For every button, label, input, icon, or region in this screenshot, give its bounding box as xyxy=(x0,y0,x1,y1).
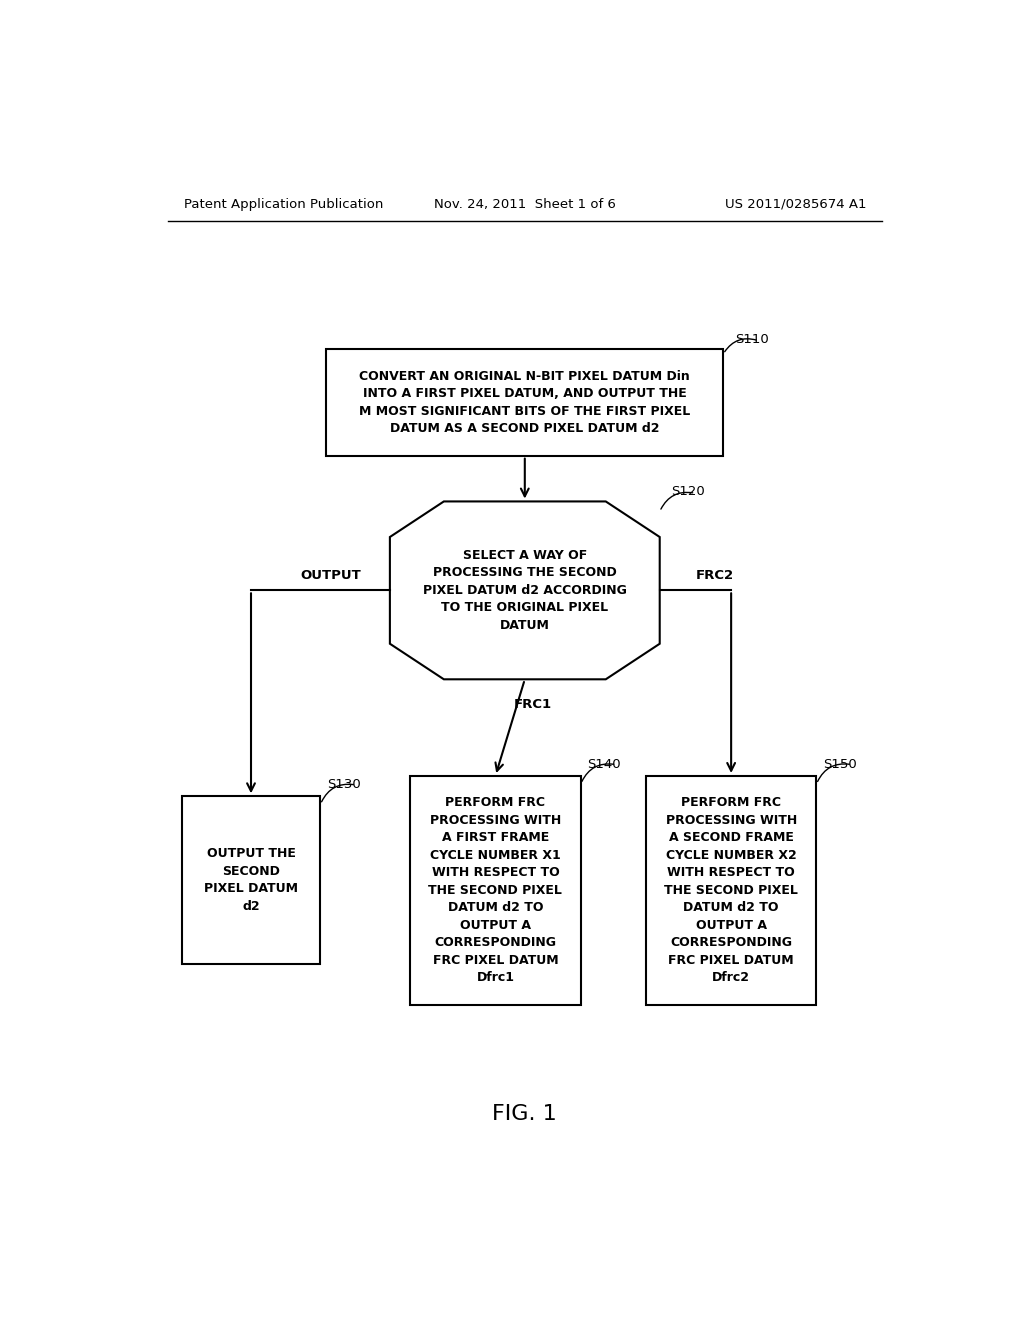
Bar xyxy=(411,776,581,1005)
Text: FIG. 1: FIG. 1 xyxy=(493,1104,557,1123)
Bar xyxy=(181,796,321,964)
Text: FRC2: FRC2 xyxy=(696,569,734,582)
Text: CONVERT AN ORIGINAL N-BIT PIXEL DATUM Din
INTO A FIRST PIXEL DATUM, AND OUTPUT T: CONVERT AN ORIGINAL N-BIT PIXEL DATUM Di… xyxy=(359,370,690,436)
Text: PERFORM FRC
PROCESSING WITH
A FIRST FRAME
CYCLE NUMBER X1
WITH RESPECT TO
THE SE: PERFORM FRC PROCESSING WITH A FIRST FRAM… xyxy=(428,796,562,985)
Text: OUTPUT: OUTPUT xyxy=(300,569,360,582)
Text: US 2011/0285674 A1: US 2011/0285674 A1 xyxy=(725,198,866,211)
Text: S110: S110 xyxy=(735,333,769,346)
Bar xyxy=(646,776,816,1005)
Text: S130: S130 xyxy=(327,777,360,791)
Text: FRC1: FRC1 xyxy=(514,697,552,710)
Text: Nov. 24, 2011  Sheet 1 of 6: Nov. 24, 2011 Sheet 1 of 6 xyxy=(434,198,615,211)
Text: Patent Application Publication: Patent Application Publication xyxy=(183,198,383,211)
Text: SELECT A WAY OF
PROCESSING THE SECOND
PIXEL DATUM d2 ACCORDING
TO THE ORIGINAL P: SELECT A WAY OF PROCESSING THE SECOND PI… xyxy=(423,549,627,632)
Text: PERFORM FRC
PROCESSING WITH
A SECOND FRAME
CYCLE NUMBER X2
WITH RESPECT TO
THE S: PERFORM FRC PROCESSING WITH A SECOND FRA… xyxy=(665,796,798,985)
Text: S150: S150 xyxy=(823,758,856,771)
Text: S140: S140 xyxy=(587,758,621,771)
Polygon shape xyxy=(390,502,659,680)
Text: S120: S120 xyxy=(672,486,706,499)
Bar xyxy=(327,348,723,455)
Text: OUTPUT THE
SECOND
PIXEL DATUM
d2: OUTPUT THE SECOND PIXEL DATUM d2 xyxy=(204,847,298,913)
